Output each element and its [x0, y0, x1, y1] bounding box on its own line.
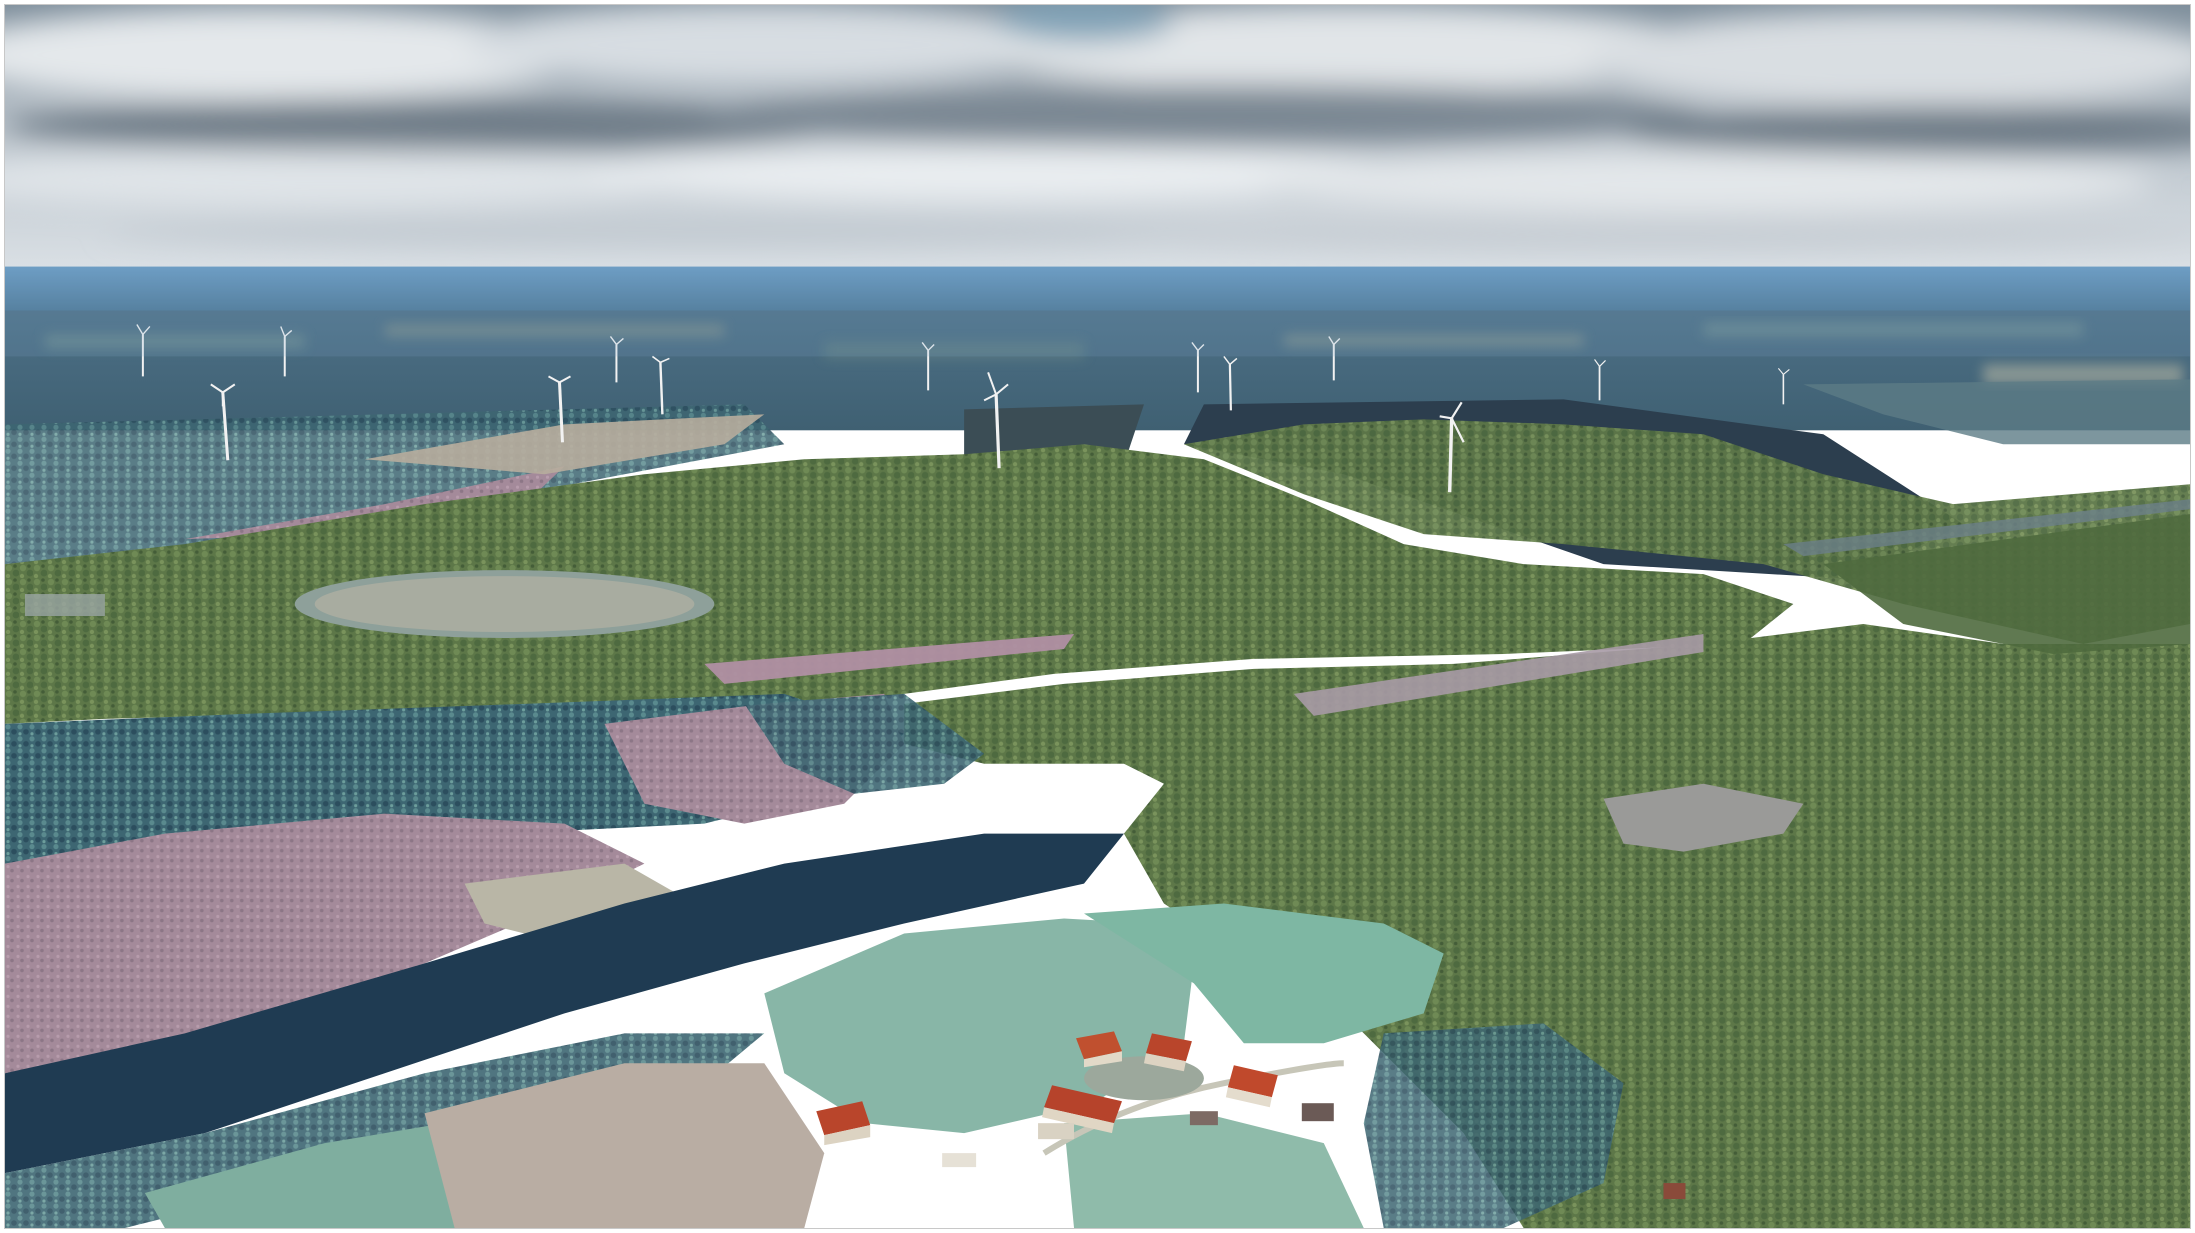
wind-turbine	[136, 324, 151, 377]
wind-turbine	[280, 326, 293, 377]
wind-turbine	[210, 383, 236, 461]
atmospheric-haze	[5, 266, 2190, 357]
wind-turbines	[136, 324, 1790, 493]
landscape-scene	[4, 4, 2191, 1229]
wind-turbine	[1777, 368, 1790, 405]
foreground-fields	[5, 693, 1124, 1228]
sky	[5, 5, 2190, 267]
wind-turbine	[1594, 359, 1606, 401]
buildings	[816, 1031, 1686, 1200]
farmstead	[764, 903, 1624, 1228]
forest	[5, 419, 2190, 1228]
farm-building	[816, 1101, 871, 1146]
wind-turbine	[609, 336, 624, 383]
wind-turbine	[651, 355, 670, 415]
forest-clearings	[24, 570, 1804, 852]
farm-building	[1663, 1183, 1686, 1200]
wind-turbine	[1223, 355, 1238, 411]
wind-turbine	[1191, 342, 1205, 393]
wind-turbine	[548, 375, 571, 443]
wind-turbine	[921, 342, 935, 391]
farm-building	[1143, 1033, 1192, 1072]
cloud-layer	[5, 5, 2190, 251]
landscape-illustration	[5, 5, 2190, 1228]
wind-turbine	[1439, 401, 1465, 493]
farm-building	[1042, 1085, 1122, 1134]
farm-building	[1076, 1031, 1122, 1068]
wind-turbine	[1328, 336, 1341, 381]
wind-turbine	[983, 372, 1009, 469]
farm-building	[1225, 1065, 1278, 1108]
farm-building	[942, 1103, 1334, 1168]
